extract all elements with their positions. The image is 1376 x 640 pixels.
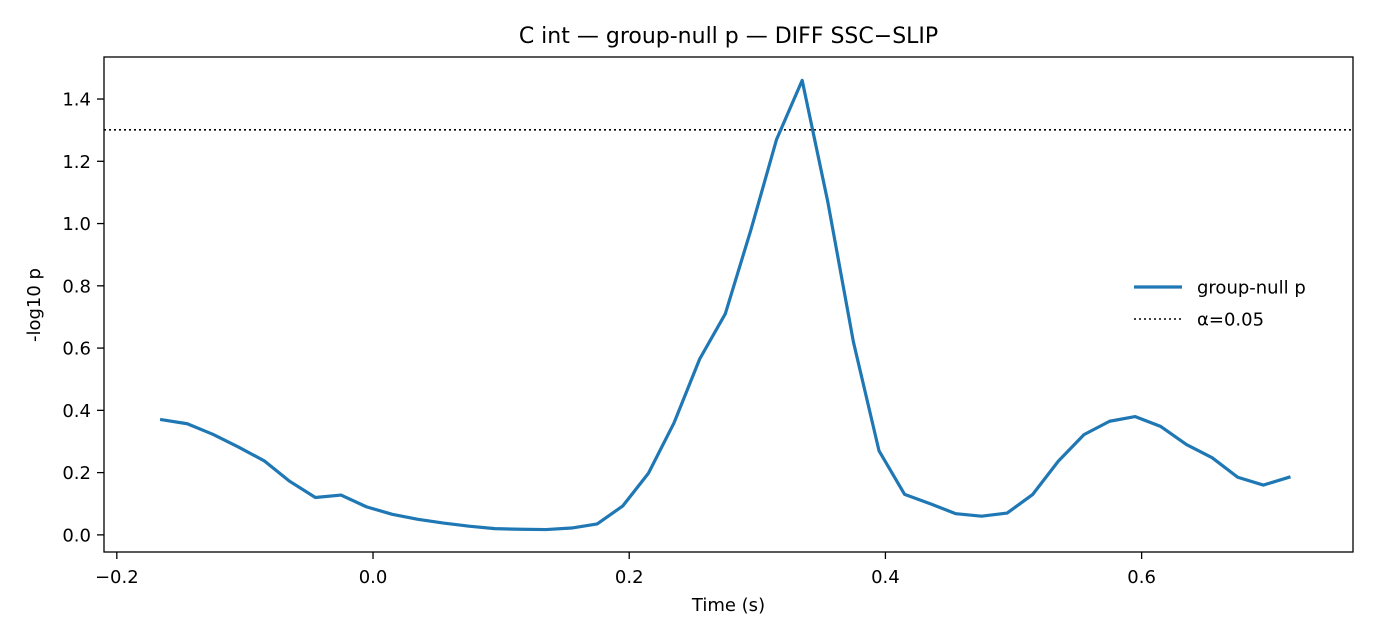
legend: group-null p α=0.05: [1134, 278, 1306, 331]
series-line-group-null-p: [159, 78, 1291, 532]
legend-label: group-null p: [1197, 278, 1306, 299]
plot-area: −0.2 0.0 0.2 0.4 0.60.00.20.40.60.81.01.21.4: [62, 56, 1354, 588]
x-tick-label: 0.2: [615, 567, 644, 588]
chart-title: C int — group-null p — DIFF SSC−SLIP: [519, 24, 938, 49]
y-axis-title: -log10 p: [24, 268, 45, 342]
y-tick-label: 1.0: [62, 214, 91, 235]
x-tick-label: 0.4: [871, 567, 900, 588]
y-tick-label: 0.4: [62, 401, 91, 422]
y-tick-label: 0.8: [62, 276, 91, 297]
axes-frame: [103, 56, 1354, 553]
x-tick-label: −0.2: [95, 567, 139, 588]
x-tick-label: 0.6: [1127, 567, 1156, 588]
x-axis-title: Time (s): [691, 595, 765, 616]
y-tick-label: 0.6: [62, 339, 91, 360]
y-tick-label: 0.2: [62, 463, 91, 484]
y-tick-label: 1.2: [62, 152, 91, 173]
y-tick-label: 0.0: [62, 525, 91, 546]
y-tick-label: 1.4: [62, 90, 91, 111]
x-tick-label: 0.0: [359, 567, 388, 588]
legend-label: α=0.05: [1197, 310, 1264, 331]
